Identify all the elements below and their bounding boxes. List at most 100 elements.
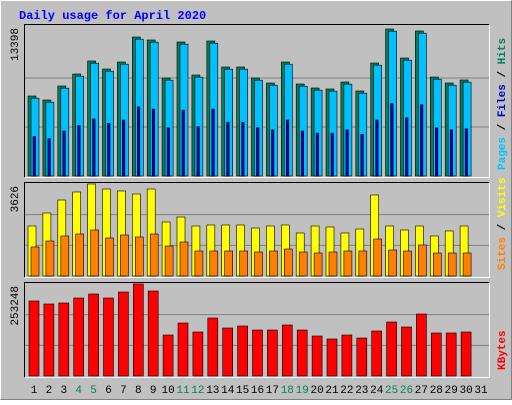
bar — [237, 325, 248, 377]
plot-bevel-dark — [24, 182, 490, 278]
plot-bevel-dark — [24, 24, 490, 178]
x-tick-label: 28 — [430, 385, 443, 397]
bar — [371, 330, 383, 377]
bar — [226, 121, 230, 177]
bar — [388, 249, 397, 277]
bar — [311, 335, 323, 377]
bar — [434, 127, 439, 177]
bar — [283, 248, 293, 277]
bar — [449, 129, 454, 177]
bar — [375, 119, 379, 177]
bar — [401, 326, 412, 377]
legend: Pages / Files / Hits — [497, 38, 509, 170]
legend-separator: / — [497, 64, 509, 84]
bar — [77, 125, 81, 177]
bar — [313, 252, 323, 277]
bar — [196, 126, 200, 177]
legend: Sites / Visits — [497, 178, 509, 270]
x-tick-label: 4 — [75, 385, 82, 397]
bar — [162, 334, 174, 377]
x-tick-label: 12 — [191, 385, 204, 397]
x-tick-label: 3 — [60, 385, 67, 397]
bar — [166, 127, 170, 177]
bar — [298, 251, 308, 277]
bar — [179, 241, 189, 277]
bar — [88, 293, 99, 377]
bar — [296, 329, 308, 377]
bar — [192, 331, 204, 377]
bar — [281, 324, 293, 377]
bar — [405, 117, 409, 177]
bar — [239, 250, 248, 277]
x-tick-label: 10 — [161, 385, 174, 397]
bar — [224, 250, 233, 277]
bar — [430, 332, 442, 377]
bar — [58, 302, 70, 377]
x-tick-label: 8 — [135, 385, 142, 397]
bar — [60, 235, 70, 277]
x-tick-label: 2 — [46, 385, 53, 397]
x-tick-label: 14 — [221, 385, 235, 397]
plot-bevel-dark — [24, 282, 490, 378]
bar — [32, 136, 36, 177]
bar — [330, 132, 334, 177]
y-tick-label: 253248 — [10, 286, 22, 326]
bar — [416, 313, 427, 377]
bar — [460, 331, 472, 377]
chart-title: Daily usage for April 2020 — [19, 9, 206, 23]
x-tick-label: 16 — [251, 385, 264, 397]
legend: KBytes — [497, 330, 509, 370]
x-tick-label: 21 — [325, 385, 339, 397]
bar — [209, 250, 219, 277]
bar — [207, 317, 219, 377]
x-tick-label: 26 — [400, 385, 413, 397]
legend-entry: KBytes — [497, 330, 509, 370]
x-tick-label: 18 — [281, 385, 294, 397]
bar — [45, 240, 55, 277]
bar — [105, 237, 114, 277]
bar — [181, 109, 185, 177]
bar — [122, 119, 126, 177]
y-tick-label: 13398 — [10, 28, 22, 61]
bar — [120, 234, 129, 277]
bar — [133, 283, 144, 377]
bar — [43, 303, 55, 377]
bar — [418, 244, 427, 277]
bar — [464, 128, 468, 177]
x-tick-label: 30 — [459, 385, 472, 397]
bar — [92, 118, 96, 177]
bar — [256, 127, 260, 177]
bar — [390, 103, 394, 177]
bar — [103, 297, 114, 377]
x-tick-label: 22 — [340, 385, 353, 397]
bar — [345, 129, 349, 177]
bar — [147, 290, 159, 377]
bar — [341, 334, 353, 377]
bar — [73, 297, 84, 377]
bar — [118, 291, 129, 377]
plot-bevel-light — [24, 282, 490, 378]
legend-entry: Visits — [497, 178, 509, 218]
bar — [90, 229, 99, 277]
bar — [326, 338, 338, 377]
x-tick-label: 9 — [150, 385, 157, 397]
legend-entry: Hits — [497, 38, 509, 64]
bar — [420, 104, 424, 177]
bar — [360, 134, 364, 177]
bar — [194, 250, 204, 277]
bar — [300, 130, 305, 177]
x-tick-label: 31 — [474, 385, 488, 397]
x-tick-label: 20 — [310, 385, 323, 397]
y-tick-label: 3626 — [10, 186, 22, 212]
bar — [343, 250, 353, 277]
bar — [137, 106, 141, 177]
bar — [267, 329, 278, 377]
x-tick-label: 29 — [445, 385, 458, 397]
bar — [241, 121, 245, 177]
bar — [149, 233, 159, 277]
bar — [358, 250, 368, 277]
legend-separator: / — [497, 217, 509, 237]
bar — [151, 108, 155, 177]
